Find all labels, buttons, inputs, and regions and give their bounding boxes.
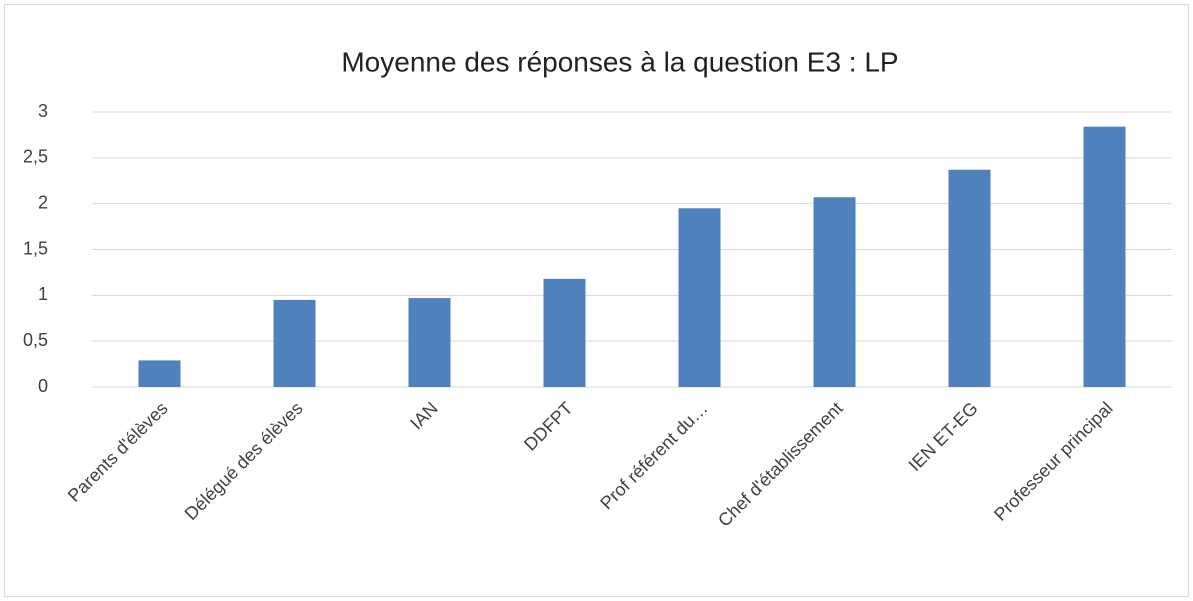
y-tick-label: 0,5 bbox=[23, 330, 48, 350]
bar bbox=[948, 169, 991, 387]
chart-border bbox=[4, 4, 1189, 597]
y-tick-label: 3 bbox=[38, 101, 48, 121]
y-tick-label: 1 bbox=[38, 284, 48, 304]
bar bbox=[813, 197, 856, 387]
chart-title: Moyenne des réponses à la question E3 : … bbox=[341, 46, 898, 77]
bar bbox=[138, 360, 181, 387]
bar bbox=[678, 208, 721, 387]
bar bbox=[408, 298, 451, 387]
y-tick-label: 2 bbox=[38, 192, 48, 212]
bar bbox=[1083, 126, 1126, 388]
y-tick-label: 2,5 bbox=[23, 147, 48, 167]
bar bbox=[273, 299, 316, 387]
bar bbox=[543, 278, 586, 387]
y-tick-label: 0 bbox=[38, 376, 48, 396]
y-tick-label: 1,5 bbox=[23, 238, 48, 258]
